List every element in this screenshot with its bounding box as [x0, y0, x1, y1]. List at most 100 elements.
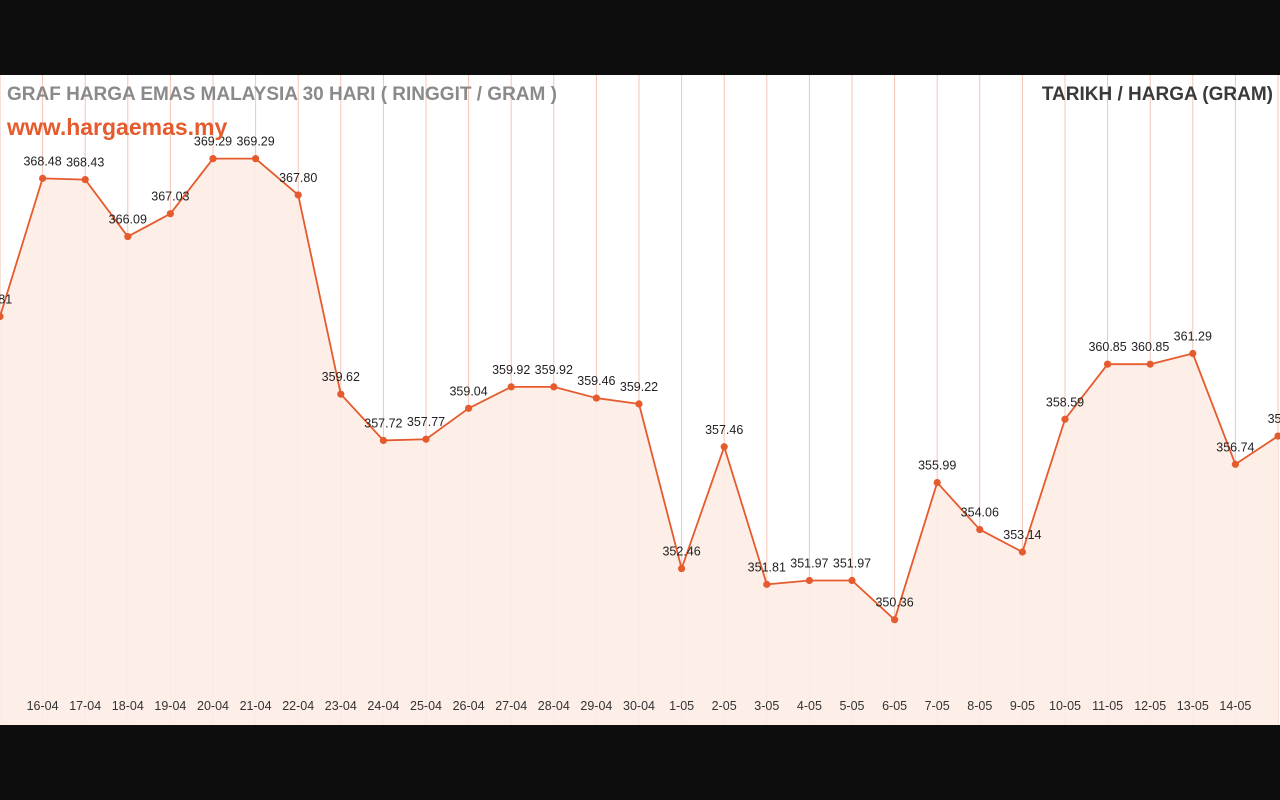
data-point-21-04: [252, 155, 260, 163]
tick-label-18-04: 18-04: [112, 699, 144, 713]
data-label-9-05: 353.14: [1003, 528, 1041, 542]
data-point-2-05: [720, 443, 728, 451]
data-label-27-04: 359.92: [492, 363, 530, 377]
tick-label-23-04: 23-04: [325, 699, 357, 713]
data-label-15-04: 2.81: [0, 292, 12, 306]
tick-label-22-04: 22-04: [282, 699, 314, 713]
tick-label-1-05: 1-05: [669, 699, 694, 713]
data-label-21-04: 369.29: [236, 135, 274, 149]
data-label-15-05: 357: [1268, 412, 1280, 426]
data-label-18-04: 366.09: [109, 213, 147, 227]
data-label-25-04: 357.77: [407, 415, 445, 429]
data-label-30-04: 359.22: [620, 380, 658, 394]
chart-frame: 2.81 368.48 368.43 366.09 367.03 369.29 369.29…: [0, 75, 1280, 725]
data-label-6-05: 350.36: [875, 596, 913, 610]
price-chart: 2.81 368.48 368.43 366.09 367.03 369.29 369.29…: [0, 75, 1280, 725]
data-label-16-04: 368.48: [23, 154, 61, 168]
data-label-17-04: 368.43: [66, 156, 104, 170]
area-fill: [0, 158, 1278, 725]
data-point-26-04: [465, 404, 473, 412]
data-points: [0, 155, 1280, 624]
data-point-16-04: [39, 174, 47, 182]
tick-label-11-05: 11-05: [1092, 699, 1123, 713]
data-label-20-04: 369.29: [194, 135, 232, 149]
site-url[interactable]: www.hargaemas.my: [7, 114, 228, 140]
area-fill-group: [0, 158, 1278, 725]
data-label-14-05: 356.74: [1216, 440, 1254, 454]
data-point-25-04: [422, 435, 430, 443]
data-point-27-04: [507, 383, 515, 391]
data-point-20-04: [209, 155, 217, 163]
data-point-30-04: [635, 400, 643, 408]
data-point-15-04: [0, 312, 4, 321]
tick-label-28-04: 28-04: [538, 699, 570, 713]
data-point-22-04: [294, 191, 302, 199]
data-label-24-04: 357.72: [364, 416, 402, 430]
data-point-29-04: [592, 394, 601, 402]
tick-label-14-05: 14-05: [1219, 699, 1251, 713]
data-label-3-05: 351.81: [748, 560, 786, 574]
legend-title: TARIKH / HARGA (GRAM): [1041, 84, 1273, 105]
tick-label-4-05: 4-05: [797, 699, 822, 713]
data-label-22-04: 367.80: [279, 171, 317, 185]
tick-label-25-04: 25-04: [410, 699, 442, 713]
data-point-19-04: [166, 210, 174, 218]
data-point-18-04: [124, 232, 132, 241]
data-label-26-04: 359.04: [449, 384, 487, 398]
data-point-17-04: [81, 175, 89, 184]
data-label-11-05: 360.85: [1088, 340, 1126, 354]
data-label-2-05: 357.46: [705, 423, 743, 437]
chart-title: GRAF HARGA EMAS MALAYSIA 30 HARI ( RINGG…: [7, 84, 557, 105]
data-label-13-05: 361.29: [1174, 329, 1212, 343]
data-label-28-04: 359.92: [535, 363, 573, 377]
data-label-12-05: 360.85: [1131, 340, 1169, 354]
tick-label-21-04: 21-04: [240, 699, 272, 713]
tick-label-9-05: 9-05: [1010, 699, 1035, 713]
data-point-3-05: [763, 580, 771, 588]
data-point-15-05: [1274, 432, 1280, 440]
tick-label-8-05: 8-05: [967, 699, 992, 713]
tick-label-17-04: 17-04: [69, 699, 101, 713]
data-point-14-05: [1231, 460, 1239, 468]
tick-label-19-04: 19-04: [154, 699, 186, 713]
tick-label-24-04: 24-04: [367, 699, 399, 713]
data-point-9-05: [1018, 548, 1026, 556]
data-label-10-05: 358.59: [1046, 395, 1084, 409]
data-point-1-05: [678, 564, 686, 573]
data-point-8-05: [976, 525, 984, 534]
x-axis-ticks: 16-04 17-04 18-04 19-04 20-04 21-04 22-04 23-04…: [27, 699, 1252, 713]
data-label-29-04: 359.46: [577, 374, 615, 388]
data-label-5-05: 351.97: [833, 556, 871, 570]
data-label-19-04: 367.03: [151, 190, 189, 204]
tick-label-30-04: 30-04: [623, 699, 655, 713]
tick-label-5-05: 5-05: [839, 699, 864, 713]
tick-label-26-04: 26-04: [453, 699, 485, 713]
data-point-5-05: [848, 576, 856, 585]
data-point-11-05: [1104, 360, 1112, 368]
tick-label-7-05: 7-05: [925, 699, 950, 713]
data-point-13-05: [1189, 349, 1197, 358]
tick-label-6-05: 6-05: [882, 699, 907, 713]
tick-label-13-05: 13-05: [1177, 699, 1209, 713]
tick-label-10-05: 10-05: [1049, 699, 1081, 713]
tick-label-2-05: 2-05: [712, 699, 737, 713]
tick-label-27-04: 27-04: [495, 699, 527, 713]
data-point-10-05: [1061, 415, 1069, 423]
tick-label-16-04: 16-04: [27, 699, 59, 713]
data-point-6-05: [891, 616, 899, 624]
data-label-1-05: 352.46: [662, 545, 700, 559]
data-label-4-05: 351.97: [790, 556, 828, 570]
data-point-12-05: [1146, 360, 1154, 368]
data-point-4-05: [805, 576, 814, 585]
tick-label-3-05: 3-05: [754, 699, 779, 713]
data-label-8-05: 354.06: [961, 506, 999, 520]
tick-label-29-04: 29-04: [580, 699, 612, 713]
data-label-23-04: 359.62: [322, 370, 360, 384]
tick-label-12-05: 12-05: [1134, 699, 1166, 713]
tick-label-20-04: 20-04: [197, 699, 229, 713]
data-point-23-04: [337, 390, 345, 398]
data-point-28-04: [550, 383, 558, 391]
data-point-24-04: [379, 436, 387, 445]
data-point-7-05: [933, 478, 941, 487]
data-label-7-05: 355.99: [918, 459, 956, 473]
